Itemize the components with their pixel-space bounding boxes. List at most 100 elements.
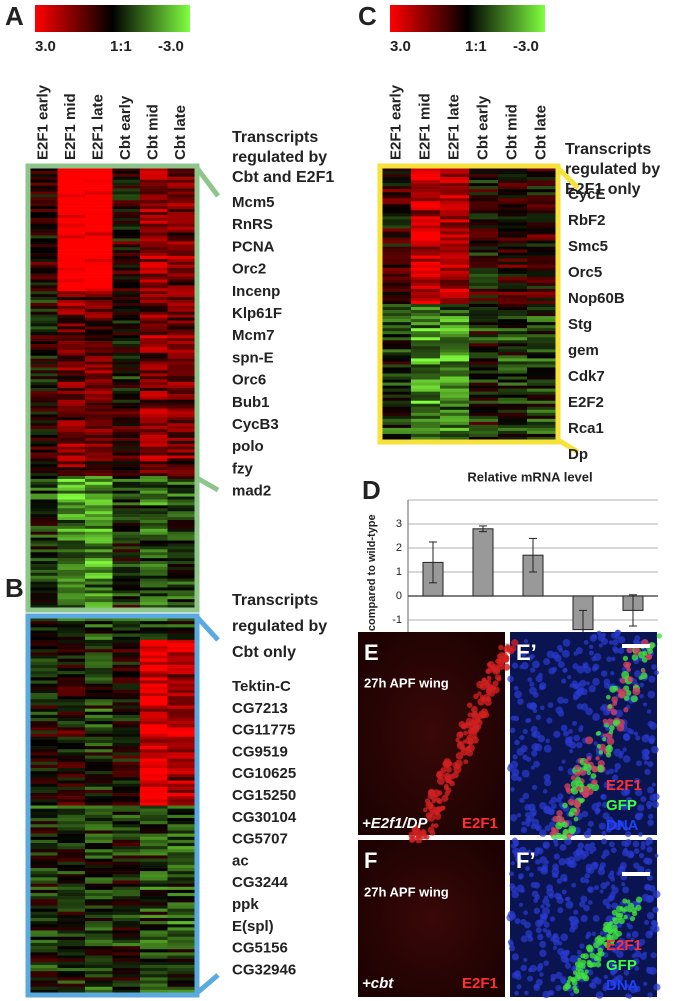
heatmap-cell xyxy=(112,587,141,591)
heatmap-cell xyxy=(57,182,86,186)
nucleus xyxy=(563,957,570,964)
heatmap-cell xyxy=(57,473,86,477)
nucleus xyxy=(523,639,529,644)
heatmap-cell xyxy=(30,250,58,254)
heatmap-cell xyxy=(140,496,168,500)
heatmap-cell xyxy=(112,335,141,339)
heatmap-cell xyxy=(498,343,528,347)
heatmap-cell xyxy=(112,696,141,700)
heatmap-cell xyxy=(112,561,141,565)
heatmap-cell xyxy=(30,874,58,878)
heatmap-cell xyxy=(112,517,141,521)
heatmap-cell xyxy=(112,285,141,289)
nucleus xyxy=(596,801,602,808)
heatmap-cell xyxy=(30,861,58,866)
heatmap-cell xyxy=(85,308,113,313)
heatmap-cell xyxy=(112,939,141,944)
heatmap-cell xyxy=(167,540,196,544)
panel-label: D xyxy=(362,475,381,505)
heatmap-cell xyxy=(140,921,168,925)
micrograph xyxy=(358,840,505,997)
nucleus xyxy=(609,891,616,898)
cell xyxy=(477,691,482,696)
heatmap-cell xyxy=(85,361,113,365)
heatmap-cell xyxy=(167,783,196,788)
heatmap-cell xyxy=(57,686,86,691)
heatmap-cell xyxy=(440,267,470,272)
heatmap-cell xyxy=(57,191,86,195)
cell xyxy=(619,906,624,911)
heatmap-cell xyxy=(527,421,557,426)
heatmap-cell xyxy=(140,449,168,453)
heatmap-cell xyxy=(411,201,441,205)
nucleus xyxy=(523,910,529,916)
heatmap-cell xyxy=(167,185,196,189)
heatmap-cell xyxy=(112,783,141,788)
heatmap-cell xyxy=(85,796,113,800)
heatmap-cell xyxy=(167,247,196,251)
heatmap-cell xyxy=(140,341,168,345)
heatmap-cell xyxy=(85,440,113,445)
heatmap-cell xyxy=(527,246,557,250)
heatmap-cell xyxy=(167,721,196,725)
heatmap-cell xyxy=(140,918,168,922)
heatmap-cell xyxy=(527,382,557,386)
heatmap-cell xyxy=(112,332,141,336)
heatmap-cell xyxy=(57,799,86,803)
heatmap-cell xyxy=(57,952,86,956)
heatmap-cell xyxy=(382,409,412,414)
heatmap-cell xyxy=(85,708,113,713)
heatmap-cell xyxy=(85,179,113,183)
nucleus xyxy=(565,900,574,909)
heatmap-cell xyxy=(30,405,58,409)
heatmap-cell xyxy=(57,639,86,644)
heatmap-cell xyxy=(140,344,168,348)
cell xyxy=(606,718,614,726)
heatmap-cell xyxy=(85,702,113,706)
heatmap-cell xyxy=(112,874,141,878)
heatmap-cell xyxy=(382,264,412,269)
heatmap-cell xyxy=(167,590,196,594)
heatmap-cell xyxy=(112,173,141,178)
heatmap-cell xyxy=(30,206,58,210)
heatmap-cell xyxy=(469,168,499,172)
heatmap-cell xyxy=(112,721,141,725)
heatmap-cell xyxy=(30,655,58,659)
nucleus xyxy=(595,807,601,814)
heatmap-cell xyxy=(30,558,58,562)
heatmap-cell xyxy=(382,310,412,314)
heatmap-cell xyxy=(382,307,412,311)
caption: Transcripts xyxy=(232,592,318,609)
nucleus xyxy=(580,895,588,903)
heatmap-cell xyxy=(57,514,86,518)
heatmap-cell xyxy=(112,388,141,392)
chart-title: Relative mRNA level xyxy=(467,469,592,484)
nucleus xyxy=(644,919,650,925)
heatmap-cell xyxy=(57,968,86,972)
heatmap-cell xyxy=(30,699,58,703)
heatmap-cell xyxy=(112,578,141,582)
heatmap-cell xyxy=(167,349,196,354)
heatmap-cell xyxy=(440,394,470,398)
heatmap-cell xyxy=(57,578,86,582)
heatmap-cell xyxy=(527,216,557,220)
heatmap-cell xyxy=(167,505,196,509)
heatmap-cell xyxy=(527,436,557,441)
nucleus xyxy=(648,930,654,936)
heatmap-cell xyxy=(112,743,141,747)
heatmap-cell xyxy=(167,821,196,825)
heatmap-cell xyxy=(498,388,528,392)
heatmap-cell xyxy=(57,771,86,775)
heatmap-cell xyxy=(167,429,196,433)
heatmap-cell xyxy=(140,346,168,351)
nucleus xyxy=(512,754,518,760)
nucleus xyxy=(573,909,579,915)
heatmap-frame xyxy=(25,613,200,998)
heatmap-cell xyxy=(85,646,113,650)
heatmap-cell xyxy=(85,390,113,395)
heatmap-cell xyxy=(527,409,557,414)
nucleus xyxy=(526,975,534,982)
heatmap-cell xyxy=(30,918,58,922)
heatmap-cell xyxy=(167,569,196,574)
heatmap-cell xyxy=(112,811,141,816)
